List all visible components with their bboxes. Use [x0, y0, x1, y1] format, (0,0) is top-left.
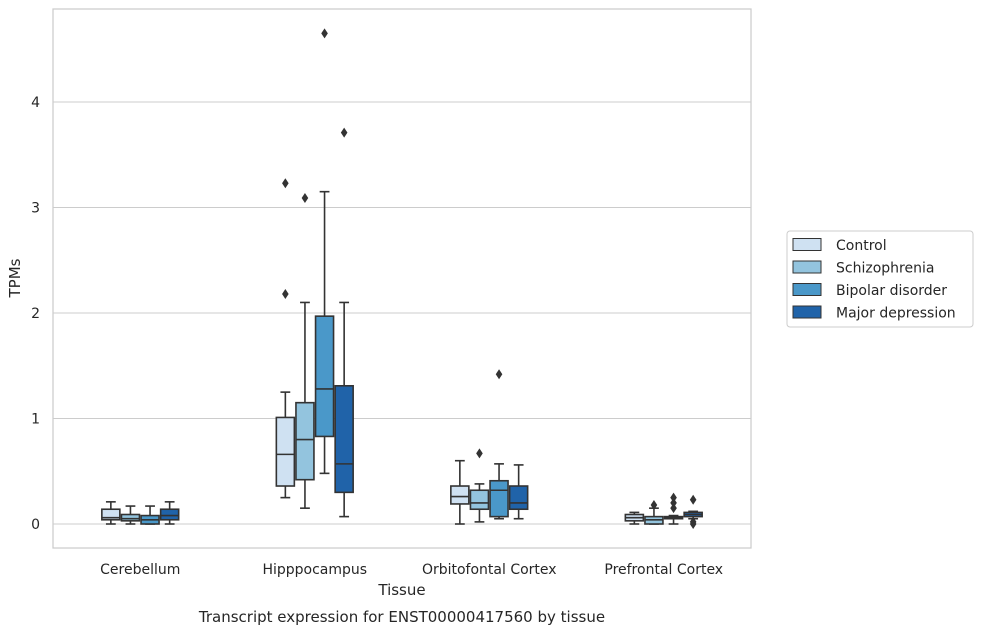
box-schizophrenia [295, 193, 315, 509]
box-body [120, 513, 141, 522]
box-major-depression [159, 501, 180, 525]
x-tick-label: Cerebellum [100, 562, 180, 578]
box-schizophrenia [644, 500, 664, 525]
box-body [295, 401, 315, 481]
box-body [450, 485, 470, 505]
outlier-point [301, 193, 309, 204]
outlier-point [321, 28, 328, 39]
outlier-point [495, 369, 503, 380]
legend: Control Schizophrenia Bipolar disorder Majo… [786, 230, 974, 328]
y-tick-label: 0 [31, 517, 40, 533]
legend-label: Control [836, 238, 887, 254]
x-tick-label: Prefrontal Cortex [604, 562, 723, 578]
box-major-depression [683, 494, 703, 529]
gridlines [53, 101, 751, 525]
outlier-point [670, 503, 677, 514]
x-tick-label: Orbitofontal Cortex [422, 562, 557, 578]
y-tick-label: 1 [31, 412, 40, 428]
outlier-point [670, 492, 677, 503]
chart-caption: Transcript expression for ENST0000041756… [198, 608, 605, 626]
outlier-point [650, 500, 658, 511]
x-axis-title: Tissue [377, 581, 425, 599]
plot-frame [52, 8, 752, 549]
box-body [275, 416, 296, 487]
y-tick-label: 3 [31, 201, 40, 217]
legend-label: Bipolar disorder [836, 283, 947, 299]
box-major-depression [508, 464, 529, 520]
legend-swatch [792, 305, 822, 319]
box-body [314, 315, 335, 438]
box-body [489, 479, 509, 518]
box-schizophrenia [120, 505, 141, 525]
outlier-point [340, 127, 348, 138]
boxes [101, 28, 703, 529]
legend-swatch [792, 283, 822, 296]
y-tick-label: 4 [31, 95, 40, 111]
y-axis-title: TPMs [6, 258, 24, 298]
x-tick-label: Hipppocampus [262, 562, 367, 578]
box-control [624, 511, 645, 525]
outlier-point [670, 497, 677, 508]
legend-swatch [792, 260, 822, 274]
outlier-point [282, 178, 289, 189]
outlier-point [689, 516, 697, 527]
outlier-point [282, 289, 289, 300]
box-bipolar-disorder [314, 28, 335, 475]
box-control [450, 459, 470, 525]
box-body [101, 508, 121, 521]
box-bipolar-disorder [489, 369, 509, 520]
y-tick-label: 2 [31, 306, 40, 322]
x-tick-labels: Cerebellum Hipppocampus Orbitofontal Corte… [100, 562, 723, 578]
box-body [469, 489, 490, 511]
box-control [101, 501, 121, 525]
box-bipolar-disorder [140, 505, 160, 525]
box-body [159, 508, 180, 521]
outlier-point [689, 494, 697, 505]
legend-frame [786, 230, 974, 328]
box-schizophrenia [469, 448, 490, 523]
box-body [508, 485, 529, 511]
legend-label: Schizophrenia [836, 261, 934, 277]
box-control [275, 178, 296, 499]
box-major-depression [334, 127, 354, 518]
legend-label: Major depression [836, 306, 956, 322]
y-tick-labels: 0 1 2 3 4 [31, 95, 40, 533]
outlier-point [476, 448, 483, 459]
box-bipolar-disorder [663, 492, 684, 525]
box-body [334, 384, 354, 494]
legend-swatch [792, 238, 822, 251]
